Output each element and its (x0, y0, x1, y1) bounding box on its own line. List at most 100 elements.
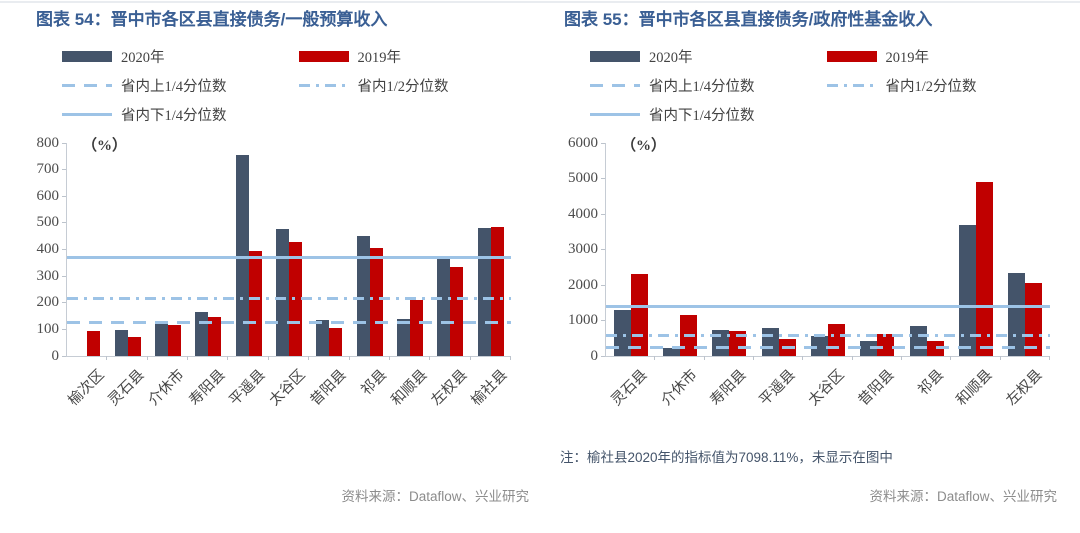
bar-pair (154, 143, 181, 356)
legend-item-median: 省内1/2分位数 (298, 75, 536, 96)
x-tick-text: 昔阳县 (307, 366, 350, 409)
bar-2020年-祁县 (909, 326, 927, 356)
legend-2019-swatch (298, 51, 349, 62)
bar-2019年-寿阳县 (208, 317, 222, 356)
bar-group: 榆次区 (65, 143, 108, 409)
legend-row: 省内上1/4分位数 省内1/2分位数 (62, 71, 535, 100)
bar-2019年-寿阳县 (729, 331, 747, 356)
bar-2020年-左权县 (1008, 272, 1026, 356)
x-tick-text: 灵石县 (105, 366, 148, 409)
bar-pair (810, 143, 845, 356)
legend-median-label: 省内1/2分位数 (885, 79, 977, 95)
legend-2020-swatch (62, 51, 112, 62)
x-tick-text: 介休市 (658, 366, 701, 409)
legend-lower-label: 省内下1/4分位数 (649, 108, 755, 124)
legend-2019-label: 2019年 (357, 50, 402, 66)
bar-pair (712, 143, 747, 356)
legend-lower-swatch (62, 113, 112, 116)
legend-row: 省内下1/4分位数 (590, 100, 1063, 129)
bar-2019年-介休市 (167, 324, 181, 356)
bar-2020年-寿阳县 (195, 312, 209, 356)
x-tick-text: 介休市 (145, 366, 189, 409)
x-tick-text: 昔阳县 (855, 366, 898, 409)
bar-2020年-祁县 (356, 236, 370, 356)
bar-pair (235, 143, 262, 356)
bar-2020年-榆社县 (477, 228, 491, 356)
x-tick-text: 和顺县 (388, 366, 431, 409)
bar-group: 灵石县 (606, 143, 656, 409)
bar-2019年-左权县 (450, 266, 464, 356)
x-tick-text: 左权县 (1003, 366, 1046, 409)
bar-group: 太谷区 (803, 143, 853, 409)
chart: 800 700 600 500 400 300 200 100 0 （%） 榆次区 灵石县 介休市寿… (30, 134, 535, 409)
bar-group: 昔阳县 (853, 143, 903, 409)
legend-item-2020: 2020年 (590, 46, 827, 67)
legend-2019-swatch (826, 51, 877, 62)
bar-group: 昔阳县 (307, 143, 350, 409)
bar-group: 平遥县 (227, 143, 270, 409)
bar-group: 介休市 (146, 143, 189, 409)
x-tick-text: 寿阳县 (186, 366, 229, 409)
bar-group: 寿阳县 (705, 143, 755, 409)
bar-pair (74, 143, 101, 356)
chart: 6000 5000 4000 3000 2000 1000 0 （%） 灵石县 介休市 寿阳县平… (558, 134, 1063, 409)
bar-2020年-平遥县 (761, 327, 779, 356)
y-unit-label: （%） (82, 138, 128, 154)
bar-2020年-介休市 (662, 347, 680, 356)
legend-2020-swatch (590, 51, 640, 62)
plot-wrap: （%） 榆次区 灵石县 介休市 寿阳县 平遥县 太谷区 昔阳县 祁县 和顺县 左权县 榆社县 (65, 138, 512, 409)
legend-item-2019: 2019年 (826, 46, 1064, 67)
bar-2020年-灵石县 (114, 329, 128, 356)
chart-title: 图表 55：晋中市各区县直接债务/政府性基金收入 (564, 10, 933, 29)
chart-note: 注：榆社县2020年的指标值为7098.11%，未显示在图中 (560, 450, 893, 465)
bar-2020年-平遥县 (235, 154, 249, 356)
bar-2020年-和顺县 (958, 224, 976, 356)
legend-upper-swatch (590, 84, 640, 87)
bar-2019年-昔阳县 (329, 328, 343, 356)
bar-2020年-介休市 (154, 321, 168, 356)
bar-group: 左权县 (1001, 143, 1051, 409)
legend-row: 2020年 2019年 (590, 42, 1063, 71)
x-tick-text: 太谷区 (806, 366, 849, 409)
x-tick-text: 太谷区 (267, 366, 310, 409)
legend-row: 2020年 2019年 (62, 42, 535, 71)
bar-pair (437, 143, 464, 356)
legend-item-lower-quartile: 省内下1/4分位数 (590, 104, 830, 125)
bar-2019年-太谷区 (827, 324, 845, 356)
x-tick-text: 榆次区 (65, 366, 108, 409)
legend-2019-label: 2019年 (885, 50, 930, 66)
y-axis: 6000 5000 4000 3000 2000 1000 0 (568, 134, 598, 364)
x-tick-text: 榆社县 (468, 366, 511, 409)
x-tick-text: 祁县 (914, 366, 947, 399)
refline-dashed (606, 345, 1050, 349)
bar-pair (958, 143, 993, 356)
refline-dashdot (606, 334, 1050, 338)
bar-2019年-榆次区 (87, 330, 101, 356)
bar-pair (761, 143, 796, 356)
bar-2020年-左权县 (437, 258, 451, 356)
bar-2020年-和顺县 (397, 318, 411, 356)
source-text: 资料来源：Dataflow、兴业研究 (341, 489, 529, 504)
refline-solid (606, 305, 1050, 309)
refline-dashdot (67, 297, 511, 301)
bar-2019年-昔阳县 (877, 334, 895, 356)
refline-dashed (67, 321, 511, 325)
legend: 2020年 2019年 省内上1/4分位数 省内1/2分位数 省内下1/4分位数 (62, 42, 535, 129)
chart-panel: 图表 54：晋中市各区县直接债务/一般预算收入 2020年 2019年 省内上1… (30, 8, 535, 526)
plot-area: 榆次区 灵石县 介休市 寿阳县 平遥县 太谷区 昔阳县 祁县 和顺县 左权县 榆社县 (65, 143, 512, 409)
plot-wrap: （%） 灵石县 介休市 寿阳县 平遥县 太谷区 昔阳县 祁县 和顺县 左权县 (605, 138, 1051, 409)
x-tick-text: 平遥县 (756, 366, 799, 409)
bar-2019年-祁县 (369, 248, 383, 356)
chart-title: 图表 54：晋中市各区县直接债务/一般预算收入 (36, 10, 388, 29)
bar-pair (356, 143, 383, 356)
bar-pair (1008, 143, 1043, 356)
x-tick-text: 寿阳县 (707, 366, 750, 409)
bar-2019年-和顺县 (975, 182, 993, 356)
legend-2020-label: 2020年 (649, 50, 693, 66)
legend-item-lower-quartile: 省内下1/4分位数 (62, 104, 302, 125)
legend-row: 省内下1/4分位数 (62, 100, 535, 129)
bar-pair (909, 143, 944, 356)
y-axis: 800 700 600 500 400 300 200 100 0 (36, 134, 60, 364)
source-text: 资料来源：Dataflow、兴业研究 (869, 489, 1057, 504)
plot-area: 灵石县 介休市 寿阳县 平遥县 太谷区 昔阳县 祁县 和顺县 左权县 (605, 143, 1051, 409)
